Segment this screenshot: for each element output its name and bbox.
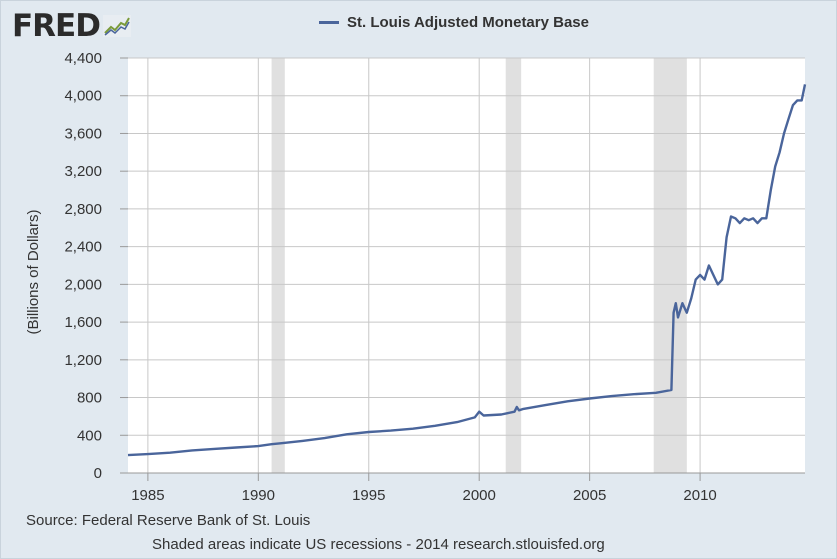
recession-note: Shaded areas indicate US recessions - 20… <box>152 536 605 553</box>
recession-band-3 <box>653 58 687 473</box>
y-tick-label: 4,400 <box>64 50 102 67</box>
chart-legend: St. Louis Adjusted Monetary Base <box>319 14 589 31</box>
y-tick-label: 400 <box>77 427 102 444</box>
y-tick-label: 2,000 <box>64 276 102 293</box>
x-tick-label: 2010 <box>683 487 716 504</box>
y-tick-label: 3,600 <box>64 125 102 142</box>
fred-logo: FRED <box>12 8 131 44</box>
series-layer <box>127 84 807 457</box>
y-tick-label: 4,000 <box>64 88 102 105</box>
y-tick-label: 2,800 <box>64 201 102 218</box>
x-tick-label: 1995 <box>352 487 385 504</box>
y-tick-label: 2,400 <box>64 239 102 256</box>
recession-band-1 <box>271 58 285 473</box>
y-tick-label: 1,200 <box>64 352 102 369</box>
x-axis-ticks: 1985 1990 1995 2000 2005 2010 <box>131 473 717 504</box>
recession-band-2 <box>505 58 522 473</box>
y-axis-label: (Billions of Dollars) <box>25 209 42 334</box>
legend-swatch <box>319 21 339 24</box>
grid-lines <box>128 57 805 474</box>
legend-label: St. Louis Adjusted Monetary Base <box>347 14 589 31</box>
x-tick-label: 2005 <box>573 487 606 504</box>
y-axis-ticks: 0 400 800 1,200 1,600 2,000 2,400 2,800 3,200 3,6… <box>64 50 128 482</box>
y-tick-label: 3,200 <box>64 163 102 180</box>
trend-line-icon <box>102 14 131 42</box>
x-tick-label: 2000 <box>463 487 496 504</box>
recession-shading <box>271 58 687 473</box>
y-tick-label: 0 <box>94 465 102 482</box>
fred-logo-text: FRED <box>12 8 101 44</box>
y-tick-label: 1,600 <box>64 314 102 331</box>
source-note: Source: Federal Reserve Bank of St. Loui… <box>26 512 311 529</box>
series-line-1 <box>127 84 807 457</box>
y-tick-label: 800 <box>77 390 102 407</box>
x-tick-label: 1990 <box>242 487 275 504</box>
x-tick-label: 1985 <box>131 487 164 504</box>
plot-area <box>128 58 805 473</box>
